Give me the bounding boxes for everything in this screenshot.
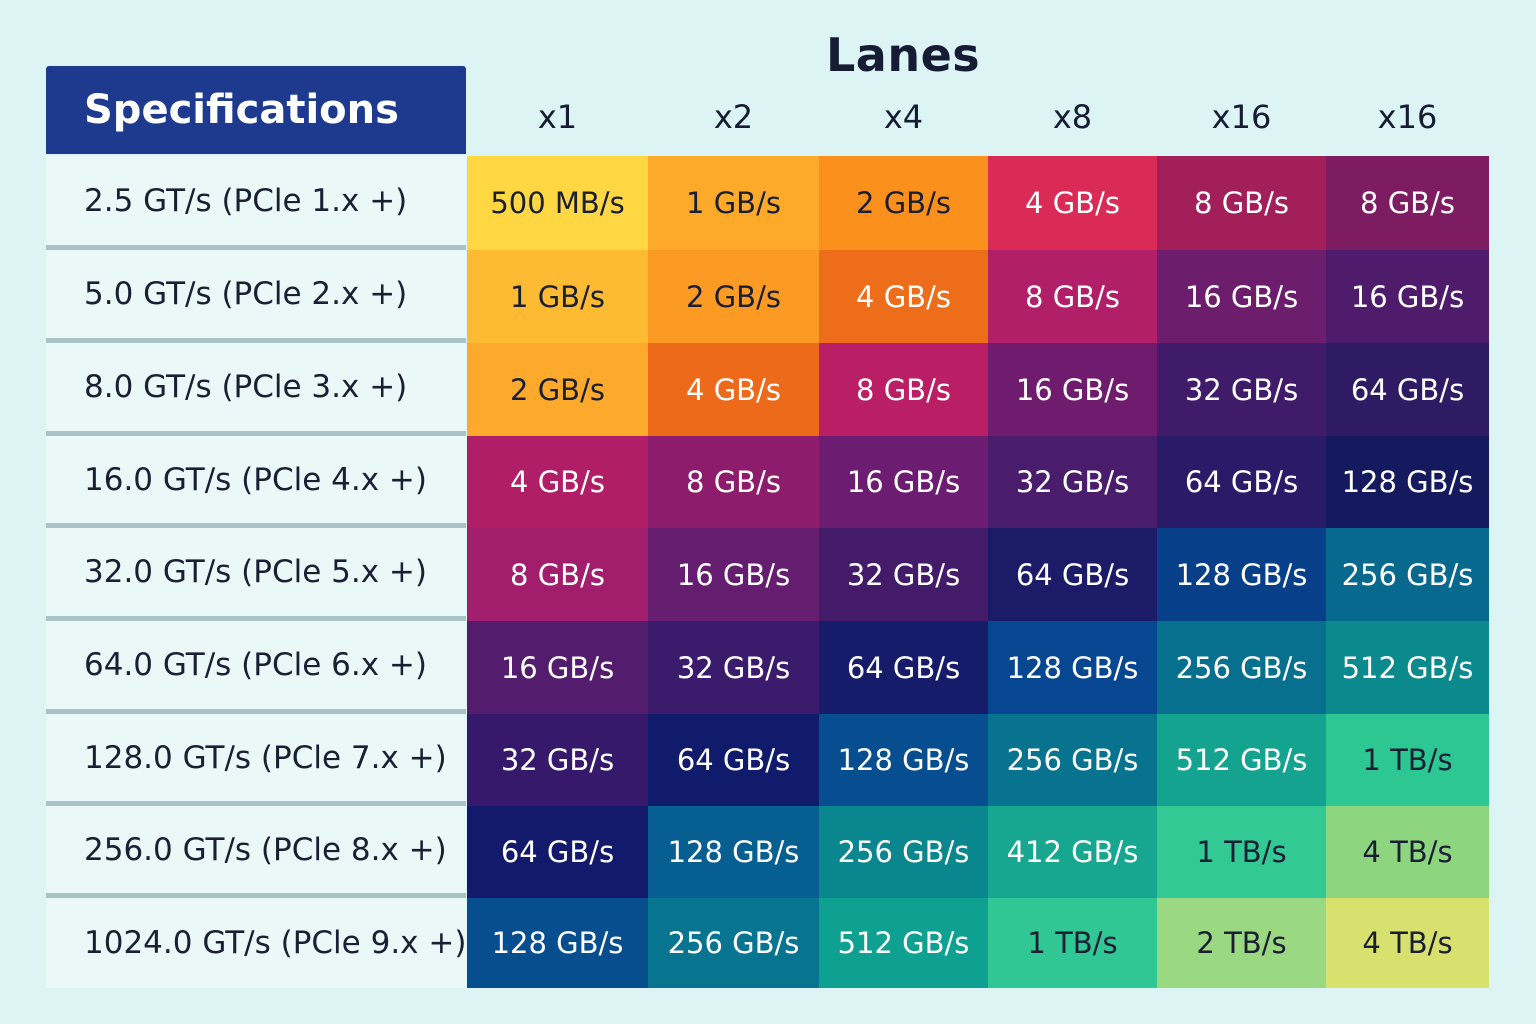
- lanes-title: Lanes: [826, 28, 981, 82]
- bandwidth-cell: 8 GB/s: [1326, 156, 1489, 250]
- bandwidth-cell: 500 MB/s: [467, 156, 648, 250]
- bandwidth-cell: 64 GB/s: [1157, 436, 1326, 528]
- bandwidth-cell: 1 GB/s: [648, 156, 819, 250]
- bandwidth-cell: 128 GB/s: [1326, 436, 1489, 528]
- bandwidth-cell: 128 GB/s: [819, 714, 988, 806]
- row-label: 2.5 GT/s (PCle 1.x +): [46, 156, 466, 245]
- bandwidth-cell: 32 GB/s: [1157, 343, 1326, 436]
- specifications-header: Specifications: [46, 66, 466, 154]
- bandwidth-cell: 64 GB/s: [467, 806, 648, 898]
- row-divider: [46, 338, 466, 343]
- bandwidth-cell: 8 GB/s: [467, 528, 648, 621]
- bandwidth-cell: 128 GB/s: [648, 806, 819, 898]
- lane-column-header: x4: [883, 98, 924, 136]
- bandwidth-cell: 8 GB/s: [1157, 156, 1326, 250]
- bandwidth-cell: 2 GB/s: [648, 250, 819, 343]
- row-label: 8.0 GT/s (PCle 3.x +): [46, 343, 466, 431]
- bandwidth-cell: 2 GB/s: [819, 156, 988, 250]
- bandwidth-cell: 512 GB/s: [1326, 621, 1489, 714]
- bandwidth-cell: 32 GB/s: [467, 714, 648, 806]
- bandwidth-cell: 16 GB/s: [467, 621, 648, 714]
- bandwidth-cell: 8 GB/s: [648, 436, 819, 528]
- bandwidth-cell: 1 TB/s: [1326, 714, 1489, 806]
- bandwidth-cell: 256 GB/s: [819, 806, 988, 898]
- bandwidth-cell: 4 GB/s: [819, 250, 988, 343]
- bandwidth-cell: 4 TB/s: [1326, 898, 1489, 988]
- bandwidth-cell: 16 GB/s: [819, 436, 988, 528]
- bandwidth-cell: 128 GB/s: [467, 898, 648, 988]
- row-divider: [46, 616, 466, 621]
- bandwidth-cell: 256 GB/s: [1157, 621, 1326, 714]
- lane-column-header: x2: [713, 98, 754, 136]
- bandwidth-cell: 32 GB/s: [819, 528, 988, 621]
- bandwidth-cell: 128 GB/s: [988, 621, 1157, 714]
- lane-column-header: x1: [537, 98, 578, 136]
- bandwidth-cell: 128 GB/s: [1157, 528, 1326, 621]
- row-divider: [46, 245, 466, 250]
- bandwidth-cell: 32 GB/s: [648, 621, 819, 714]
- bandwidth-cell: 2 TB/s: [1157, 898, 1326, 988]
- bandwidth-cell: 256 GB/s: [988, 714, 1157, 806]
- bandwidth-cell: 64 GB/s: [988, 528, 1157, 621]
- bandwidth-cell: 412 GB/s: [988, 806, 1157, 898]
- row-divider: [46, 431, 466, 436]
- lane-column-header: x16: [1377, 98, 1438, 136]
- lane-column-header: x16: [1211, 98, 1272, 136]
- lane-column-header: x8: [1052, 98, 1093, 136]
- row-label: 256.0 GT/s (PCle 8.x +): [46, 806, 466, 893]
- row-label: 32.0 GT/s (PCle 5.x +): [46, 528, 466, 616]
- bandwidth-cell: 256 GB/s: [1326, 528, 1489, 621]
- bandwidth-cell: 64 GB/s: [1326, 343, 1489, 436]
- row-divider: [46, 893, 466, 898]
- bandwidth-cell: 4 GB/s: [988, 156, 1157, 250]
- bandwidth-cell: 4 GB/s: [467, 436, 648, 528]
- bandwidth-cell: 32 GB/s: [988, 436, 1157, 528]
- bandwidth-cell: 4 GB/s: [648, 343, 819, 436]
- row-label: 16.0 GT/s (PCle 4.x +): [46, 436, 466, 523]
- row-label: 1024.0 GT/s (PCle 9.x +): [46, 898, 466, 988]
- bandwidth-cell: 1 GB/s: [467, 250, 648, 343]
- row-divider: [46, 801, 466, 806]
- bandwidth-cell: 16 GB/s: [988, 343, 1157, 436]
- bandwidth-cell: 16 GB/s: [1326, 250, 1489, 343]
- bandwidth-cell: 1 TB/s: [1157, 806, 1326, 898]
- bandwidth-cell: 8 GB/s: [988, 250, 1157, 343]
- bandwidth-cell: 2 GB/s: [467, 343, 648, 436]
- row-label: 5.0 GT/s (PCle 2.x +): [46, 250, 466, 338]
- bandwidth-cell: 512 GB/s: [1157, 714, 1326, 806]
- bandwidth-cell: 16 GB/s: [1157, 250, 1326, 343]
- bandwidth-cell: 1 TB/s: [988, 898, 1157, 988]
- row-divider: [46, 709, 466, 714]
- bandwidth-cell: 64 GB/s: [819, 621, 988, 714]
- bandwidth-cell: 8 GB/s: [819, 343, 988, 436]
- bandwidth-cell: 4 TB/s: [1326, 806, 1489, 898]
- bandwidth-cell: 16 GB/s: [648, 528, 819, 621]
- bandwidth-cell: 64 GB/s: [648, 714, 819, 806]
- row-label: 64.0 GT/s (PCle 6.x +): [46, 621, 466, 709]
- row-label: 128.0 GT/s (PCle 7.x +): [46, 714, 466, 801]
- bandwidth-cell: 512 GB/s: [819, 898, 988, 988]
- row-divider: [46, 523, 466, 528]
- bandwidth-cell: 256 GB/s: [648, 898, 819, 988]
